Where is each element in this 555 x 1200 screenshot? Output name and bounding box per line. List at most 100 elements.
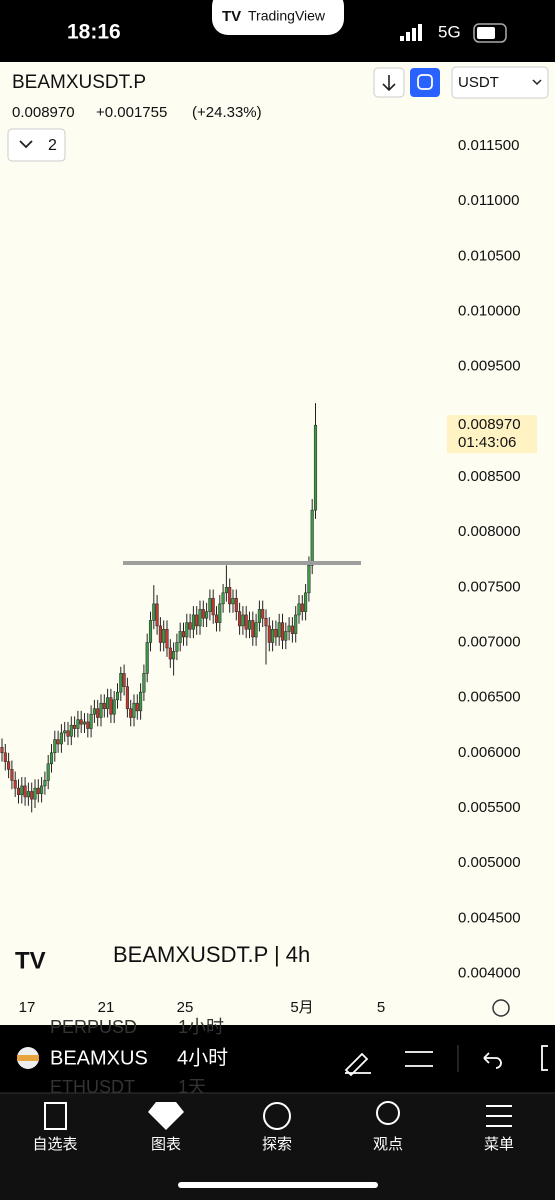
change: +0.001755 [96, 104, 167, 121]
candle-body [172, 651, 176, 660]
candle-body [294, 614, 298, 634]
candle-body [287, 625, 291, 632]
behind-interval: 1天 [178, 1077, 206, 1097]
candle-body [129, 708, 133, 718]
candle-body [297, 603, 301, 616]
candle-body [43, 780, 47, 787]
candle-body [10, 769, 14, 781]
candle-body [234, 598, 238, 612]
candle-body [241, 614, 245, 627]
symbol[interactable]: BEAMXUSDT.P [12, 72, 146, 93]
undo-icon[interactable] [483, 1052, 502, 1069]
y-tick-label: 0.011500 [458, 137, 519, 154]
candle-body [145, 642, 149, 674]
candle-body [280, 622, 285, 641]
y-tick-label: 0.005500 [458, 799, 521, 816]
draw-icon[interactable] [344, 1052, 371, 1077]
candle-body [274, 629, 278, 638]
behind-interval: 1小时 [178, 1017, 224, 1037]
candle-body [198, 609, 202, 627]
candle-body [73, 724, 77, 729]
candle-body [231, 598, 235, 605]
candle-body [208, 598, 212, 612]
ideas-icon[interactable] [376, 1101, 400, 1125]
candle-body [178, 631, 182, 643]
candle-body [56, 739, 60, 745]
candle-body [49, 752, 54, 765]
indicator-icon[interactable] [405, 1051, 433, 1067]
candle-body [168, 647, 172, 660]
x-tick-label: 5 [377, 999, 385, 1016]
tab-label: 菜单 [484, 1136, 514, 1153]
candle-body [69, 724, 73, 737]
candle-body [46, 763, 50, 781]
x-tick-label: 21 [98, 999, 115, 1016]
candle-body [86, 721, 90, 729]
candle-body [142, 673, 146, 693]
candle-body [247, 620, 252, 630]
symbol-icon-band [17, 1055, 39, 1061]
price-tag [447, 415, 537, 454]
watchlist-icon[interactable] [44, 1102, 67, 1130]
behind-symbol: ETHUSDT [50, 1077, 135, 1097]
candle-body [125, 686, 129, 709]
candle-body [132, 702, 136, 718]
sync-button[interactable] [410, 68, 440, 97]
candle-body [82, 721, 87, 725]
candle-body [221, 592, 225, 605]
candle-body [158, 625, 162, 643]
candle-body [122, 673, 126, 687]
app-pill [212, 0, 344, 35]
explore-icon[interactable] [263, 1102, 291, 1130]
bar-symbol[interactable]: BEAMXUS [50, 1047, 148, 1069]
candle-body [195, 614, 199, 627]
clock: 18:16 [67, 21, 121, 44]
candle-body [155, 603, 159, 627]
menu-icon[interactable] [486, 1105, 512, 1127]
y-tick-label: 0.004500 [458, 909, 521, 926]
candle-body [106, 697, 110, 709]
candle-body [23, 785, 27, 798]
candle-body [7, 761, 11, 770]
fullscreen-icon[interactable] [541, 1045, 548, 1071]
candle-body [290, 625, 294, 634]
y-tick-label: 0.006000 [458, 744, 521, 761]
y-tick-label: 0.009500 [458, 358, 521, 375]
candle-body [102, 702, 106, 709]
y-tick-label: 0.007000 [458, 633, 521, 650]
candle-body [79, 719, 83, 725]
candle-body [251, 620, 255, 638]
x-tick-label: 25 [177, 999, 194, 1016]
bar-interval[interactable]: 4小时 [177, 1046, 228, 1069]
candle-body [53, 739, 57, 754]
tab-label: 探索 [262, 1136, 292, 1153]
watermark-logo: TV [15, 947, 46, 974]
plot: 0.011500 0.011000 0.010500 0.010000 0.009500… [0, 137, 537, 1016]
change-pct: (+24.33%) [192, 104, 262, 121]
candle-body [66, 730, 70, 737]
indicators-toggle[interactable] [7, 128, 66, 162]
candle-body [254, 622, 258, 638]
y-tick-label: 0.006500 [458, 689, 521, 706]
chart-icon[interactable] [148, 1102, 184, 1130]
candle-body [36, 787, 40, 794]
tab-label: 图表 [151, 1136, 181, 1153]
x-tick-label: 5月 [290, 999, 313, 1016]
symbol-bar [0, 1025, 555, 1093]
last-price: 0.008970 [12, 104, 75, 121]
y-tick-label: 0.011000 [458, 192, 519, 209]
y-tick-label: 0.008500 [458, 468, 521, 485]
settings-icon[interactable] [492, 999, 510, 1017]
y-tick-label: 0.010000 [458, 302, 521, 319]
candle-body [112, 699, 116, 715]
candle-body [109, 697, 113, 715]
download-icon [382, 75, 396, 92]
candle-body [185, 622, 189, 638]
candle-body [181, 631, 186, 638]
chart-area [0, 62, 555, 1025]
candle-body [307, 565, 311, 594]
currency-select[interactable] [451, 66, 549, 99]
candle-body [59, 732, 63, 745]
price-tag-label: 0.008970 [458, 416, 521, 433]
